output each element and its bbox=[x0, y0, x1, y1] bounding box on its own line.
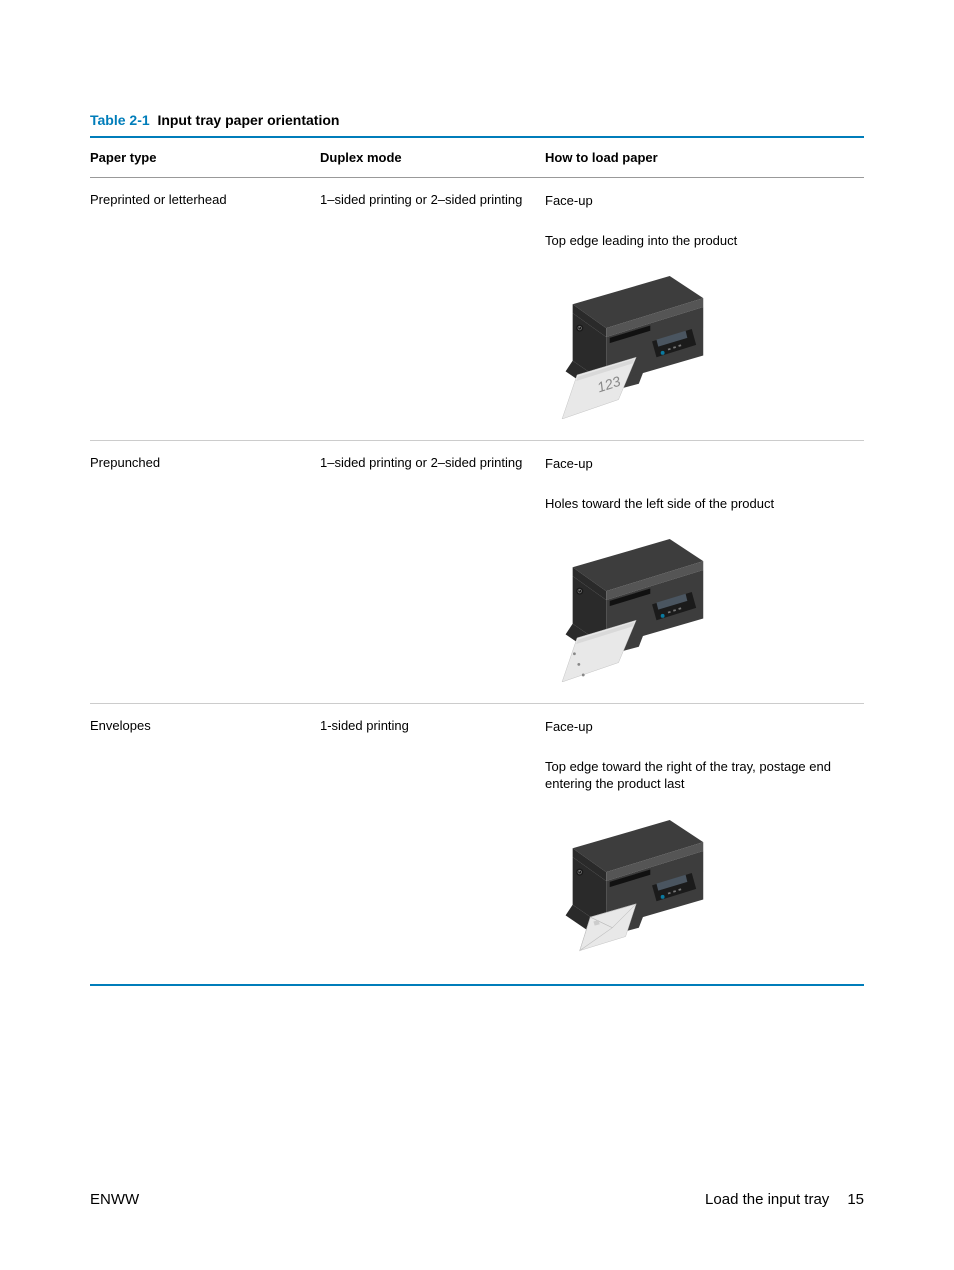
how-line-detail: Holes toward the left side of the produc… bbox=[545, 495, 856, 513]
cell-duplex-mode: 1–sided printing or 2–sided printing bbox=[320, 178, 545, 441]
table-row: Preprinted or letterhead1–sided printing… bbox=[90, 178, 864, 441]
cell-how-to-load: Face-up Top edge leading into the product… bbox=[545, 178, 864, 441]
orientation-table: Paper type Duplex mode How to load paper… bbox=[90, 136, 864, 986]
footer-page-number: 15 bbox=[847, 1191, 864, 1208]
table-caption: Table 2-1 Input tray paper orientation bbox=[90, 112, 864, 128]
cell-how-to-load: Face-up Top edge toward the right of the … bbox=[545, 704, 864, 985]
table-row: Envelopes1-sided printingFace-up Top edge… bbox=[90, 704, 864, 985]
cell-how-to-load: Face-up Holes toward the left side of the… bbox=[545, 441, 864, 704]
table-number: Table 2-1 bbox=[90, 112, 150, 128]
header-how-to-load: How to load paper bbox=[545, 137, 864, 178]
page-footer: ENWW Load the input tray 15 bbox=[90, 1191, 864, 1208]
printer-illustration-envelope bbox=[545, 813, 715, 963]
how-line-faceup: Face-up bbox=[545, 455, 856, 473]
printer-illustration-letterhead: 123 bbox=[545, 269, 715, 419]
cell-paper-type: Preprinted or letterhead bbox=[90, 178, 320, 441]
how-line-detail: Top edge leading into the product bbox=[545, 232, 856, 250]
printer-image-wrap: 123 bbox=[545, 261, 856, 426]
table-title: Input tray paper orientation bbox=[157, 112, 339, 128]
table-body: Preprinted or letterhead1–sided printing… bbox=[90, 178, 864, 985]
table-row: Prepunched1–sided printing or 2–sided pr… bbox=[90, 441, 864, 704]
printer-image-wrap bbox=[545, 524, 856, 689]
printer-image-wrap bbox=[545, 805, 856, 970]
printer-illustration-prepunched bbox=[545, 532, 715, 682]
header-paper-type: Paper type bbox=[90, 137, 320, 178]
cell-paper-type: Prepunched bbox=[90, 441, 320, 704]
table-header-row: Paper type Duplex mode How to load paper bbox=[90, 137, 864, 178]
footer-left: ENWW bbox=[90, 1191, 139, 1208]
how-line-faceup: Face-up bbox=[545, 192, 856, 210]
cell-duplex-mode: 1–sided printing or 2–sided printing bbox=[320, 441, 545, 704]
cell-paper-type: Envelopes bbox=[90, 704, 320, 985]
header-duplex-mode: Duplex mode bbox=[320, 137, 545, 178]
footer-section: Load the input tray bbox=[705, 1191, 829, 1208]
cell-duplex-mode: 1-sided printing bbox=[320, 704, 545, 985]
how-line-faceup: Face-up bbox=[545, 718, 856, 736]
how-line-detail: Top edge toward the right of the tray, p… bbox=[545, 758, 856, 793]
